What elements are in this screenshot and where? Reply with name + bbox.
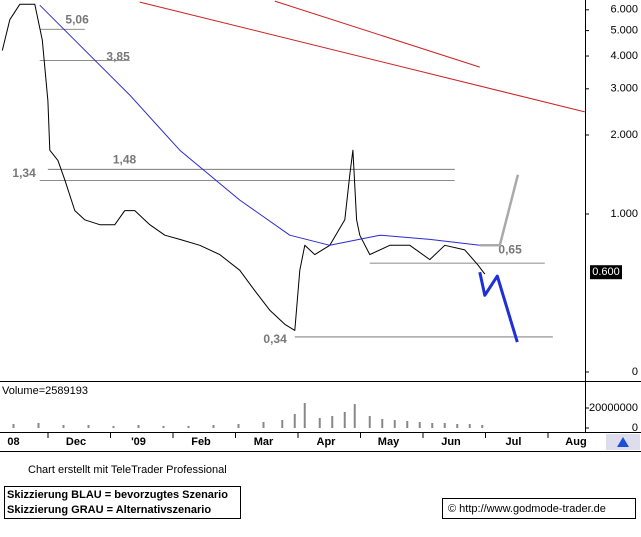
volume-bar — [443, 423, 446, 428]
legend-box — [4, 486, 241, 519]
y-tick-label: 1.000 — [610, 208, 638, 220]
volume-bar — [137, 425, 140, 428]
volume-bar — [331, 416, 334, 428]
source-box — [442, 498, 636, 519]
series-line — [1, 3, 486, 331]
y-tick-label: 5.000 — [610, 25, 638, 37]
volume-bar — [381, 419, 384, 428]
volume-bar — [187, 426, 190, 428]
volume-bar — [12, 424, 15, 428]
volume-bar — [37, 423, 40, 428]
volume-bar — [293, 414, 296, 428]
level-label: 1,48 — [113, 152, 137, 166]
volume-bar — [481, 425, 484, 428]
y-tick-label: 6.000 — [610, 4, 638, 16]
volume-bar — [343, 412, 346, 428]
x-tick-label: Mar — [254, 436, 274, 448]
y-tick-label: 2.000 — [610, 129, 638, 141]
series-line — [478, 271, 519, 343]
volume-bar — [318, 418, 321, 428]
x-tick-label: May — [378, 436, 400, 448]
series-line — [39, 4, 480, 246]
volume-bar — [368, 416, 371, 428]
volume-bar — [87, 425, 90, 428]
volume-bar — [406, 421, 409, 428]
x-tick-label: Aug — [565, 436, 586, 448]
volume-bar — [237, 424, 240, 428]
volume-bar — [303, 403, 306, 428]
volume-bar — [431, 423, 434, 428]
volume-bar — [281, 420, 284, 428]
legend-blue: Skizzierung BLAU = bevorzugtes Szenario — [7, 489, 228, 501]
x-tick-label: 08 — [7, 436, 19, 448]
y-tick-label: 0 — [632, 366, 638, 378]
level-label: 0,65 — [498, 242, 522, 256]
volume-bar — [456, 424, 459, 428]
level-label: 1,34 — [12, 166, 36, 180]
volume-bar — [418, 422, 421, 428]
volume-tick-label: 0 — [632, 422, 638, 434]
x-tick-label: Jul — [506, 436, 522, 448]
y-tick-label: 3.000 — [610, 83, 638, 95]
x-tick-label: Dec — [66, 436, 86, 448]
last-price-label: 0.600 — [592, 266, 620, 278]
volume-bar — [353, 404, 356, 428]
x-tick-label: Jun — [441, 436, 461, 448]
legend-gray: Skizzierung GRAU = Alternativszenario — [7, 504, 211, 516]
volume-bar — [393, 420, 396, 428]
level-label: 3,85 — [106, 50, 130, 64]
level-label: 0,34 — [263, 332, 287, 346]
volume-bar — [162, 426, 165, 428]
last-price-box — [590, 265, 622, 280]
level-label: 5,06 — [65, 12, 89, 26]
tool-icon — [617, 437, 629, 447]
credit: Chart erstellt mit TeleTrader Profession… — [28, 464, 227, 476]
y-tick-label: 4.000 — [610, 50, 638, 62]
series-line — [274, 0, 480, 68]
series-line — [479, 174, 520, 247]
volume-bar — [212, 425, 215, 428]
x-tick-label: '09 — [131, 436, 146, 448]
volume-label: Volume=2589193 — [2, 385, 88, 397]
volume-tick-label: 20000000 — [589, 402, 638, 414]
x-tick-label: Apr — [317, 436, 337, 448]
volume-bar — [262, 422, 265, 428]
x-tick-label: Feb — [191, 436, 211, 448]
series-line — [139, 1, 585, 113]
volume-bar — [112, 426, 115, 428]
volume-bar — [468, 424, 471, 428]
volume-bar — [62, 425, 65, 428]
source: © http://www.godmode-trader.de — [448, 503, 606, 515]
